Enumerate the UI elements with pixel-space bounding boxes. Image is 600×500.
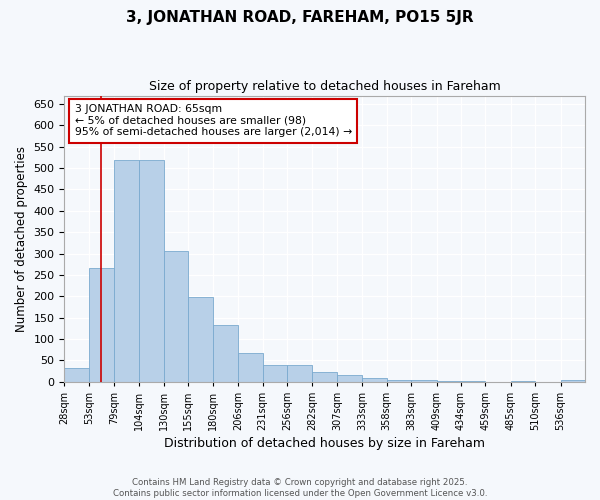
Bar [387, 380, 411, 382]
Bar [64, 368, 89, 382]
Bar [362, 378, 387, 382]
Text: Contains HM Land Registry data © Crown copyright and database right 2025.
Contai: Contains HM Land Registry data © Crown c… [113, 478, 487, 498]
Title: Size of property relative to detached houses in Fareham: Size of property relative to detached ho… [149, 80, 500, 93]
Text: 3 JONATHAN ROAD: 65sqm
← 5% of detached houses are smaller (98)
95% of semi-deta: 3 JONATHAN ROAD: 65sqm ← 5% of detached … [75, 104, 352, 138]
Bar [188, 297, 213, 382]
Bar [114, 160, 139, 382]
Bar [263, 364, 287, 382]
Bar [560, 380, 585, 382]
Y-axis label: Number of detached properties: Number of detached properties [15, 146, 28, 332]
Bar [89, 268, 114, 382]
Text: 3, JONATHAN ROAD, FAREHAM, PO15 5JR: 3, JONATHAN ROAD, FAREHAM, PO15 5JR [126, 10, 474, 25]
Bar [238, 353, 263, 382]
Bar [313, 372, 337, 382]
Bar [139, 160, 164, 382]
Bar [337, 375, 362, 382]
Bar [213, 326, 238, 382]
Bar [411, 380, 437, 382]
X-axis label: Distribution of detached houses by size in Fareham: Distribution of detached houses by size … [164, 437, 485, 450]
Bar [287, 364, 313, 382]
Bar [437, 381, 461, 382]
Bar [164, 252, 188, 382]
